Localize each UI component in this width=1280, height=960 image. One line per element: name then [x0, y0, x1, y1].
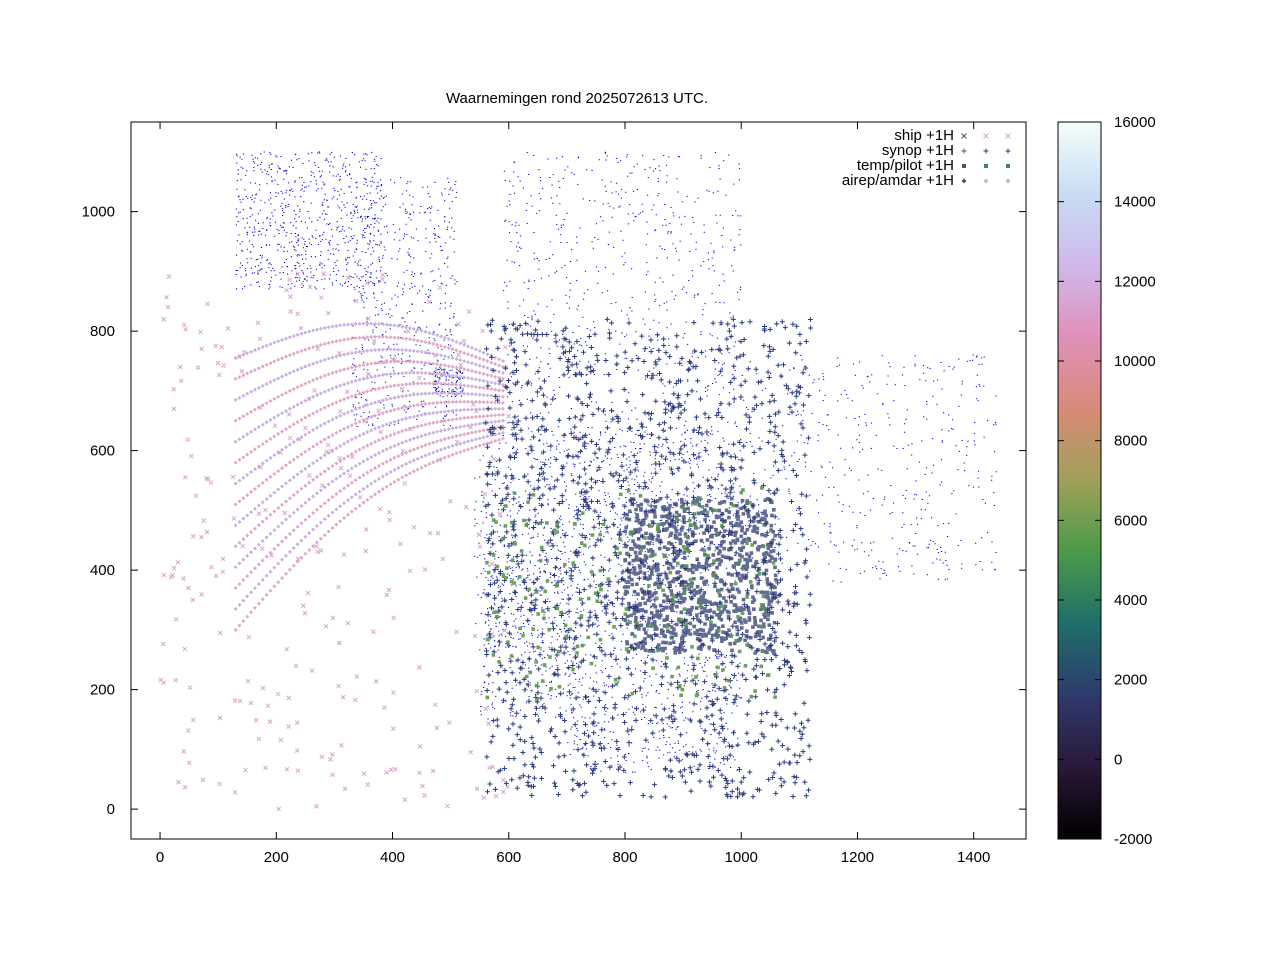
- temp-points-dense: [623, 496, 778, 656]
- x-tick-label: 0: [156, 849, 164, 866]
- legend-marker: [983, 178, 989, 184]
- airep-points: [233, 321, 505, 611]
- ship-points: [158, 271, 512, 812]
- legend-marker: [961, 178, 967, 184]
- colorbar-gradient: [1057, 121, 1102, 840]
- legend-marker: [1005, 148, 1011, 154]
- colorbar-tick-label: 12000: [1114, 273, 1156, 290]
- colorbar-tick-label: 0: [1114, 751, 1122, 768]
- legend-label: ship +1H: [894, 127, 954, 144]
- x-tick-label: 800: [612, 849, 637, 866]
- plot-area: [158, 151, 997, 812]
- colorbar-tick-label: 14000: [1114, 194, 1156, 211]
- legend-label: airep/amdar +1H: [842, 172, 954, 189]
- colorbar-tick-label: 4000: [1114, 592, 1147, 609]
- y-tick-label: 800: [90, 323, 115, 340]
- x-tick-label: 1200: [841, 849, 874, 866]
- colorbar-tick-label: -2000: [1114, 831, 1152, 848]
- colorbar-tick-label: 6000: [1114, 512, 1147, 529]
- airep-points-high: [233, 334, 505, 632]
- colorbar-tick-label: 16000: [1114, 114, 1156, 131]
- y-tick-label: 0: [107, 801, 115, 818]
- y-tick-label: 200: [90, 682, 115, 699]
- observation-points-layer: [158, 271, 814, 812]
- legend-marker: [962, 164, 966, 168]
- colorbar-tick-label: 8000: [1114, 433, 1147, 450]
- synop-points: [483, 316, 814, 800]
- legend-marker: [1005, 133, 1011, 139]
- legend-marker: [983, 133, 989, 139]
- y-tick-label: 400: [90, 562, 115, 579]
- legend-marker: [961, 133, 967, 139]
- x-tick-label: 200: [264, 849, 289, 866]
- legend-label: synop +1H: [882, 142, 954, 159]
- legend-marker: [984, 164, 988, 168]
- plot-frame: [130, 121, 1027, 840]
- y-axis: 0 200 400 600 800 1000: [82, 204, 1026, 818]
- legend-marker: [1006, 164, 1010, 168]
- chart-title: Waarnemingen rond 2025072613 UTC.: [446, 90, 708, 107]
- legend-marker: [1005, 178, 1011, 184]
- colorbar-tick-label: 10000: [1114, 353, 1156, 370]
- x-tick-label: 1400: [957, 849, 990, 866]
- legend-marker: [983, 148, 989, 154]
- y-tick-label: 1000: [82, 204, 115, 221]
- colorbar-tick-label: 2000: [1114, 672, 1147, 689]
- legend-marker: [961, 148, 967, 154]
- x-tick-label: 1000: [725, 849, 758, 866]
- legend-label: temp/pilot +1H: [857, 157, 954, 174]
- colorbar-ticks: -2000 0 2000 4000 6000 8000 10000 12000 14000 160…: [1058, 114, 1156, 848]
- x-tick-label: 400: [380, 849, 405, 866]
- y-tick-label: 600: [90, 443, 115, 460]
- x-axis: 0 200 400 600 800 1000 1200 1400: [156, 122, 990, 866]
- colorbar: -2000 0 2000 4000 6000 8000 10000 12000 14000 160…: [1057, 114, 1156, 848]
- x-tick-label: 600: [496, 849, 521, 866]
- temp-points-low: [485, 486, 777, 702]
